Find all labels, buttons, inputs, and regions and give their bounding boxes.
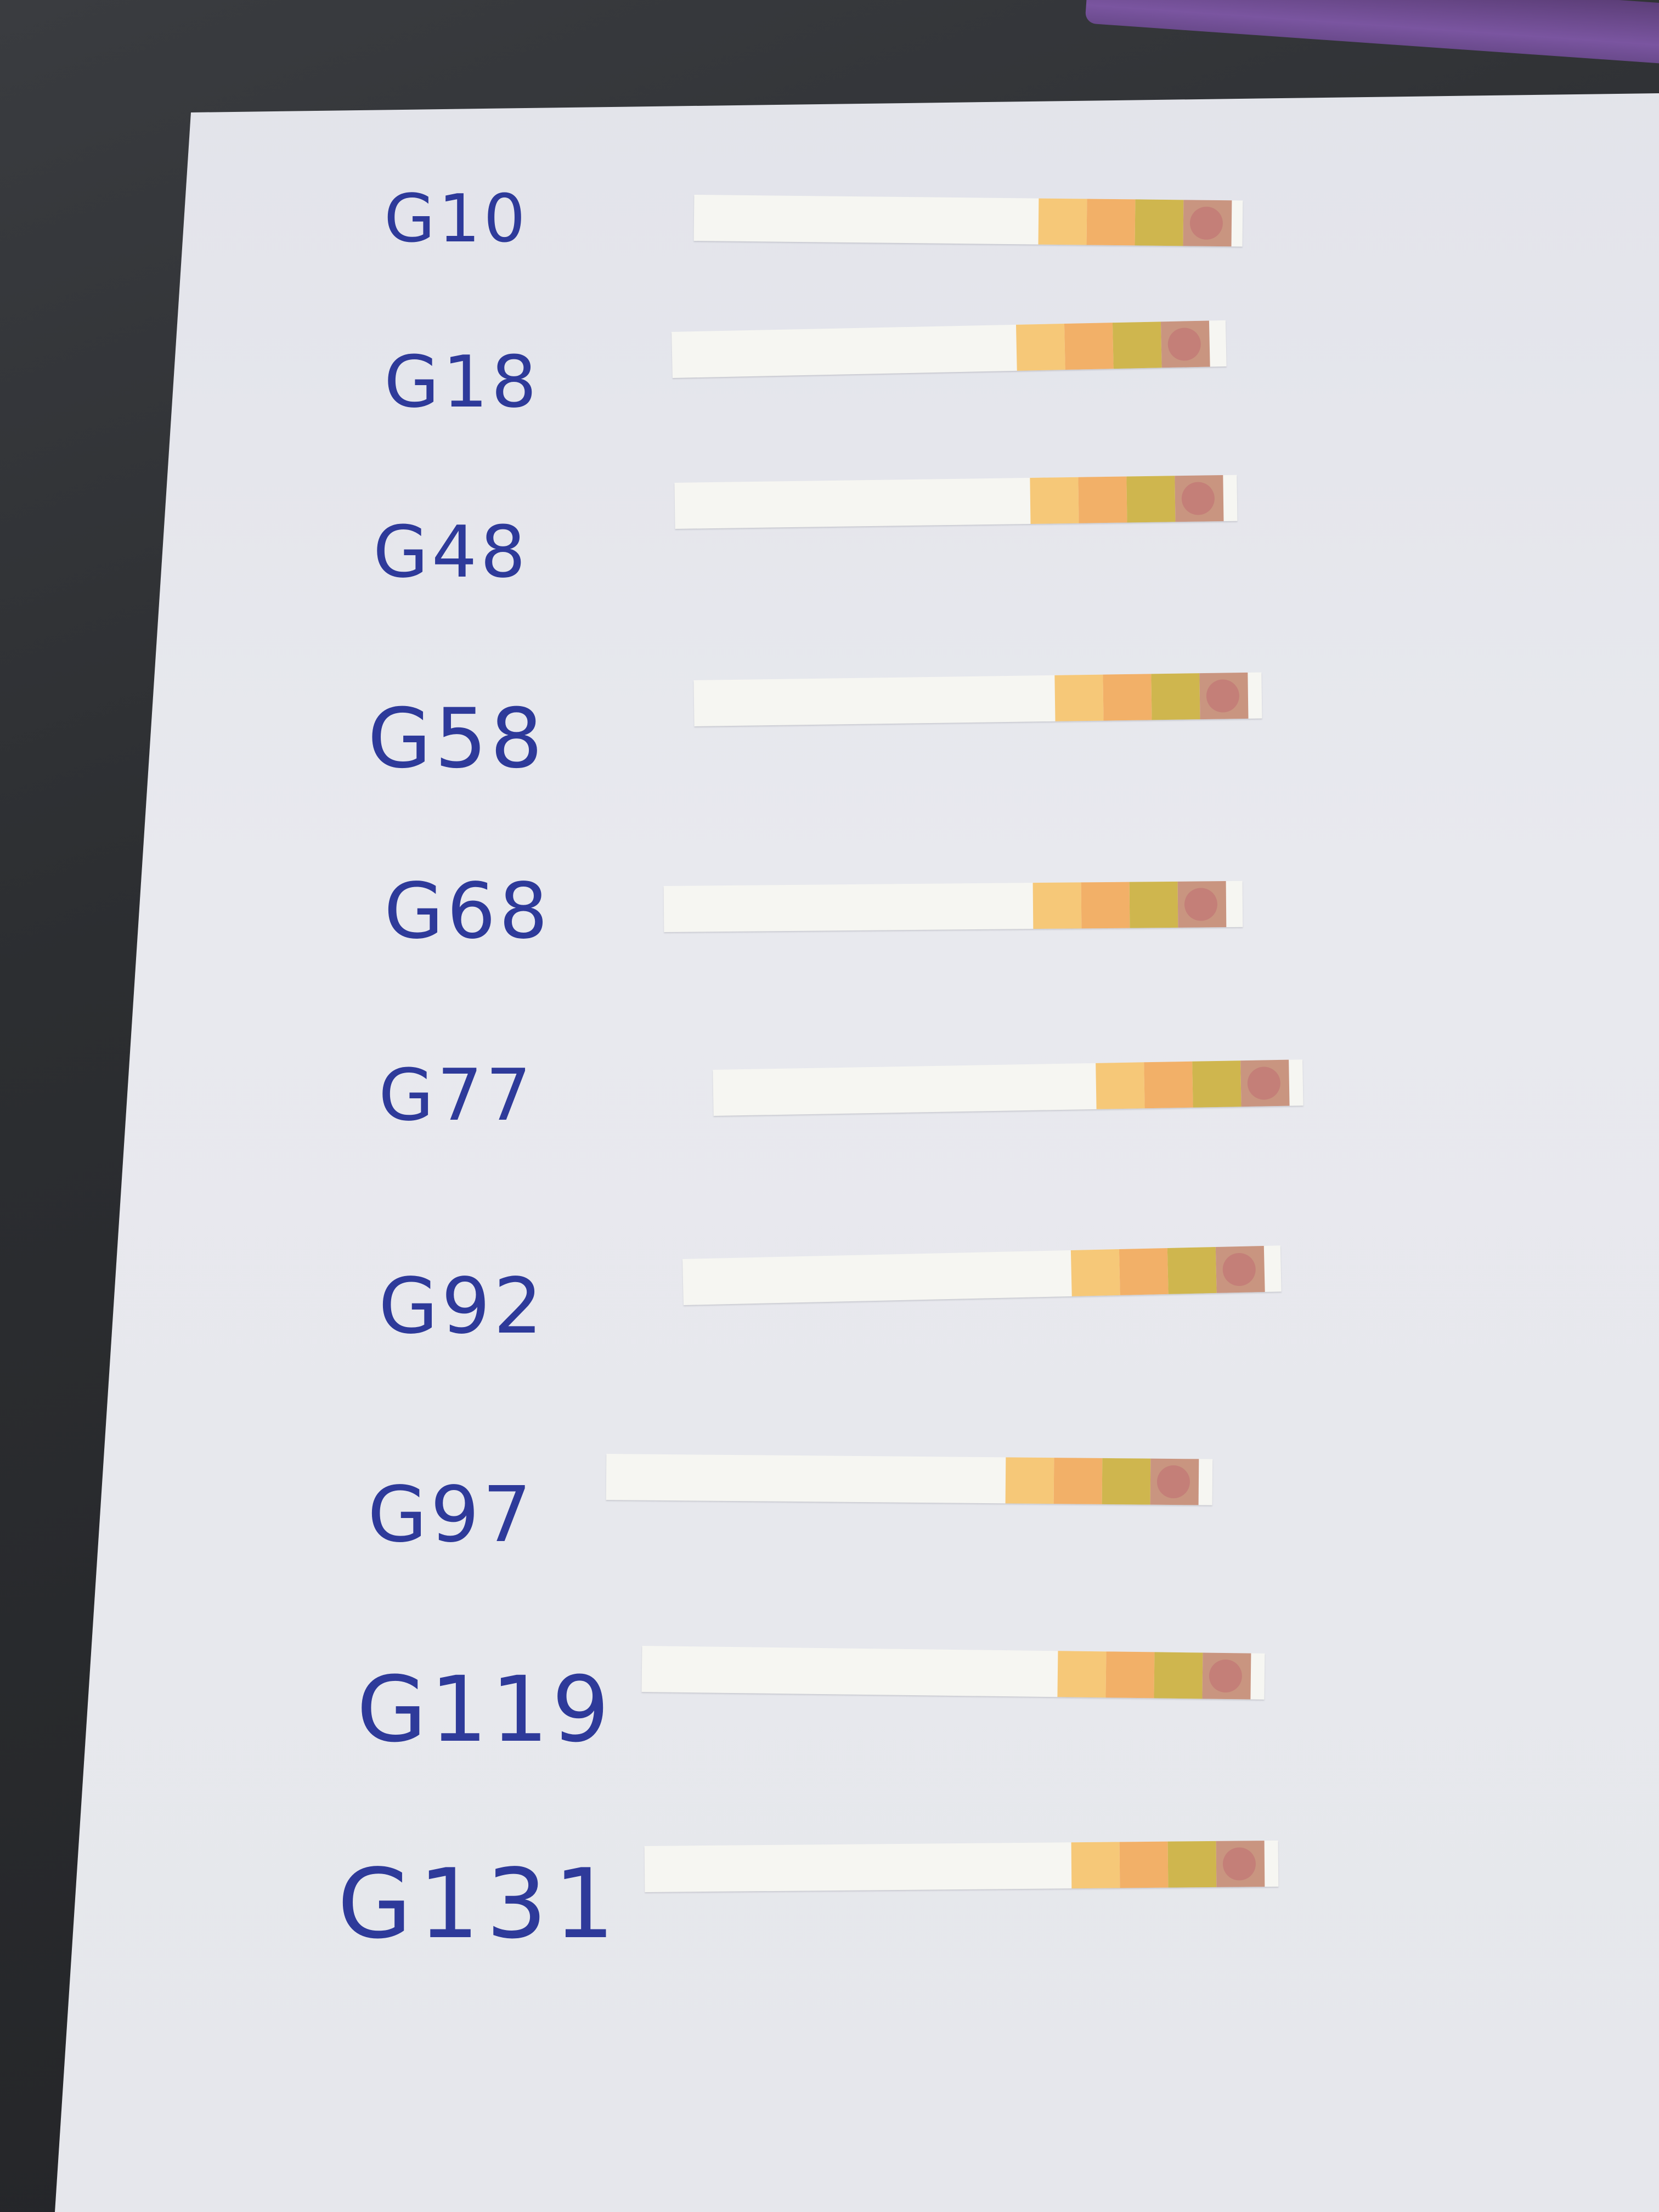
sample-label: G97 bbox=[368, 1470, 535, 1560]
test-pad bbox=[1154, 1652, 1203, 1699]
sample-label: G48 bbox=[373, 510, 529, 594]
test-pad bbox=[1038, 198, 1087, 245]
test-pad bbox=[1126, 476, 1176, 523]
test-pad bbox=[1071, 1842, 1120, 1889]
test-strip bbox=[641, 1646, 1265, 1700]
test-pad bbox=[1112, 321, 1162, 369]
test-pad bbox=[1167, 1246, 1217, 1294]
test-pad bbox=[1150, 1458, 1199, 1505]
test-pad bbox=[1215, 1245, 1265, 1293]
test-pad bbox=[1005, 1457, 1054, 1504]
sample-label: G119 bbox=[357, 1657, 613, 1762]
test-pad bbox=[1177, 881, 1227, 928]
test-pad bbox=[1030, 477, 1079, 524]
test-pad bbox=[1192, 1060, 1242, 1108]
test-strip bbox=[663, 881, 1243, 932]
sample-label: G10 bbox=[384, 181, 529, 257]
test-pad bbox=[1102, 1458, 1151, 1505]
test-pad bbox=[1135, 199, 1184, 246]
sample-label: G58 bbox=[368, 691, 546, 787]
test-pad bbox=[1175, 475, 1224, 522]
test-pad bbox=[1160, 320, 1210, 368]
test-pad bbox=[1070, 1249, 1120, 1296]
test-pad bbox=[1119, 1841, 1169, 1888]
sample-label: G68 bbox=[384, 867, 551, 956]
test-pad bbox=[1015, 324, 1065, 371]
test-pad bbox=[1151, 673, 1200, 720]
test-pad bbox=[1057, 1651, 1107, 1698]
sample-label: G92 bbox=[379, 1262, 546, 1351]
test-pad bbox=[1167, 1841, 1217, 1888]
test-pad bbox=[1144, 1061, 1193, 1109]
test-pad bbox=[1086, 199, 1136, 246]
test-pad bbox=[1081, 882, 1130, 929]
test-pad bbox=[1064, 323, 1114, 370]
sample-label: G77 bbox=[379, 1053, 535, 1137]
sample-label: G131 bbox=[337, 1849, 622, 1960]
test-pad bbox=[1129, 881, 1178, 928]
sample-label: G18 bbox=[384, 340, 540, 424]
test-pad bbox=[1199, 672, 1249, 720]
test-pad bbox=[1119, 1248, 1169, 1295]
test-strip bbox=[693, 672, 1262, 726]
test-strip bbox=[606, 1454, 1213, 1505]
test-pad bbox=[1053, 1458, 1103, 1504]
test-strip bbox=[693, 195, 1243, 247]
test-pad bbox=[1103, 674, 1152, 721]
test-pad bbox=[1096, 1062, 1145, 1109]
test-pad bbox=[1105, 1651, 1155, 1699]
test-pad bbox=[1202, 1652, 1251, 1700]
test-strip bbox=[674, 475, 1238, 529]
test-pad bbox=[1078, 476, 1127, 523]
test-pad bbox=[1054, 674, 1104, 721]
test-pad bbox=[1183, 200, 1232, 247]
test-pad bbox=[1032, 882, 1082, 929]
test-strip bbox=[644, 1840, 1279, 1892]
test-pad bbox=[1216, 1841, 1265, 1887]
test-pad bbox=[1240, 1059, 1290, 1107]
